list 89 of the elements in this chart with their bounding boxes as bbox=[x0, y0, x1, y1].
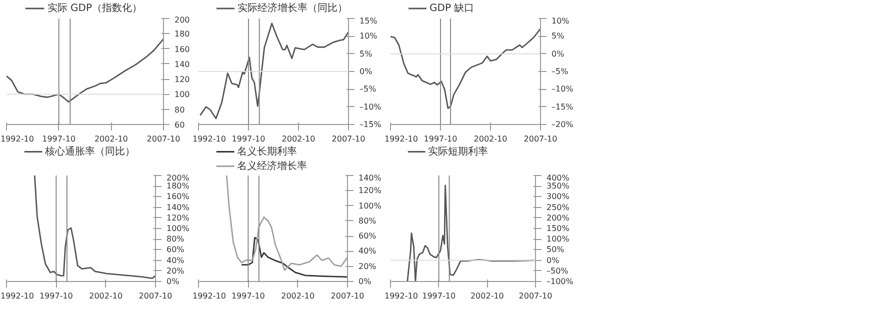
y-tick-label: –15% bbox=[552, 102, 574, 112]
y-tick-label: 200% bbox=[546, 213, 570, 222]
y-tick-label: 160% bbox=[166, 192, 190, 202]
y-tick-label: –15% bbox=[360, 120, 382, 129]
y-tick-label: 20% bbox=[358, 262, 377, 271]
y-tick-label: 5% bbox=[360, 49, 373, 58]
y-tick-label: 0% bbox=[358, 277, 372, 286]
y-tick-label: 0% bbox=[166, 277, 180, 286]
y-tick-label: 100% bbox=[358, 201, 382, 210]
x-tick-label: 1997-10 bbox=[231, 292, 265, 300]
y-tick-label: 120% bbox=[358, 186, 382, 196]
x-tick-label: 1992-10 bbox=[384, 134, 418, 144]
y-tick-label: –10% bbox=[360, 102, 382, 112]
y-tick-label: 60% bbox=[166, 245, 185, 254]
x-tick-label: 2007-10 bbox=[330, 292, 364, 300]
y-tick-label: 100 bbox=[174, 90, 190, 100]
y-tick-label: 20% bbox=[166, 266, 185, 276]
x-tick-label: 1992-10 bbox=[384, 292, 418, 300]
legend-label: 实际短期利率 bbox=[428, 145, 488, 158]
y-tick-label: 0% bbox=[552, 49, 565, 58]
x-tick-label: 1997-10 bbox=[424, 134, 458, 144]
y-tick-label: 140% bbox=[166, 202, 190, 212]
y-tick-label: 140% bbox=[358, 174, 382, 182]
legend-label: GDP 缺口 bbox=[430, 2, 474, 14]
y-tick-label: 200 bbox=[174, 16, 190, 24]
y-tick-label: 100% bbox=[546, 234, 570, 244]
x-tick-label: 1997-10 bbox=[39, 292, 73, 300]
line-series bbox=[199, 22, 348, 120]
x-tick-label: 2002-10 bbox=[470, 292, 504, 300]
y-tick-label: 200% bbox=[166, 174, 190, 182]
y-tick-label: 0% bbox=[360, 67, 373, 76]
legend-label: 实际 GDP（指数化） bbox=[47, 2, 142, 14]
x-tick-label: 1997-10 bbox=[232, 134, 266, 144]
y-tick-label: 180% bbox=[166, 182, 190, 191]
y-tick-label: 40% bbox=[166, 256, 185, 265]
legend-label: 实际经济增长率（同比） bbox=[238, 2, 348, 14]
y-tick-label: 5% bbox=[552, 32, 565, 41]
legend-label: 名义长期利率 bbox=[237, 145, 298, 158]
x-tick-label: 2007-10 bbox=[138, 292, 172, 300]
y-tick-label: 150% bbox=[546, 224, 570, 233]
y-tick-label: 100% bbox=[166, 224, 190, 233]
x-tick-label: 2007-10 bbox=[146, 134, 180, 144]
x-tick-label: 2007-10 bbox=[518, 292, 552, 300]
x-tick-label: 2007-10 bbox=[332, 134, 366, 144]
y-tick-label: 15% bbox=[360, 16, 378, 26]
y-tick-label: –20% bbox=[552, 120, 574, 129]
y-tick-label: 40% bbox=[358, 246, 377, 256]
y-tick-label: 80% bbox=[358, 216, 377, 226]
y-tick-label: 10% bbox=[552, 16, 570, 26]
x-tick-label: 1992-10 bbox=[192, 292, 226, 300]
y-tick-label: 120 bbox=[174, 75, 190, 84]
x-tick-label: 2002-10 bbox=[282, 134, 316, 144]
x-tick-label: 1992-10 bbox=[0, 292, 34, 300]
line-series bbox=[390, 28, 540, 109]
y-tick-label: 60 bbox=[174, 120, 185, 130]
y-tick-label: 160 bbox=[174, 44, 190, 54]
y-tick-label: 0% bbox=[546, 256, 560, 265]
line-series bbox=[6, 38, 164, 102]
x-tick-label: 2007-10 bbox=[524, 134, 558, 144]
line-series bbox=[406, 184, 536, 282]
x-tick-label: 1992-10 bbox=[192, 134, 226, 144]
x-tick-label: 2002-10 bbox=[474, 134, 508, 144]
line-series bbox=[34, 176, 156, 280]
x-tick-label: 2002-10 bbox=[281, 292, 315, 300]
y-tick-label: 180 bbox=[174, 30, 190, 39]
x-tick-label: 1992-10 bbox=[0, 134, 34, 144]
y-tick-label: –10% bbox=[552, 84, 574, 94]
x-tick-label: 2002-10 bbox=[89, 292, 123, 300]
y-tick-label: 120% bbox=[166, 213, 190, 222]
y-tick-label: 250% bbox=[546, 202, 570, 212]
y-tick-label: –50% bbox=[546, 266, 569, 276]
y-tick-label: 60% bbox=[358, 232, 377, 241]
x-tick-label: 2002-10 bbox=[94, 134, 128, 144]
y-tick-label: 400% bbox=[546, 174, 570, 182]
x-tick-label: 1997-10 bbox=[42, 134, 76, 144]
y-tick-label: –100% bbox=[546, 277, 574, 286]
y-tick-label: 10% bbox=[360, 32, 378, 41]
y-tick-label: 300% bbox=[546, 192, 570, 202]
legend-label: 名义经济增长率 bbox=[237, 160, 308, 172]
line-series bbox=[240, 236, 348, 278]
y-tick-label: 80% bbox=[166, 234, 185, 244]
legend-label: 核心通胀率（同比） bbox=[44, 145, 136, 158]
y-tick-label: 80 bbox=[174, 105, 185, 114]
y-tick-label: 350% bbox=[546, 182, 570, 191]
y-tick-label: 140 bbox=[174, 60, 190, 69]
y-tick-label: 50% bbox=[546, 245, 565, 254]
y-tick-label: –5% bbox=[552, 67, 569, 76]
y-tick-label: –5% bbox=[360, 84, 377, 94]
x-tick-label: 1997-10 bbox=[422, 292, 456, 300]
